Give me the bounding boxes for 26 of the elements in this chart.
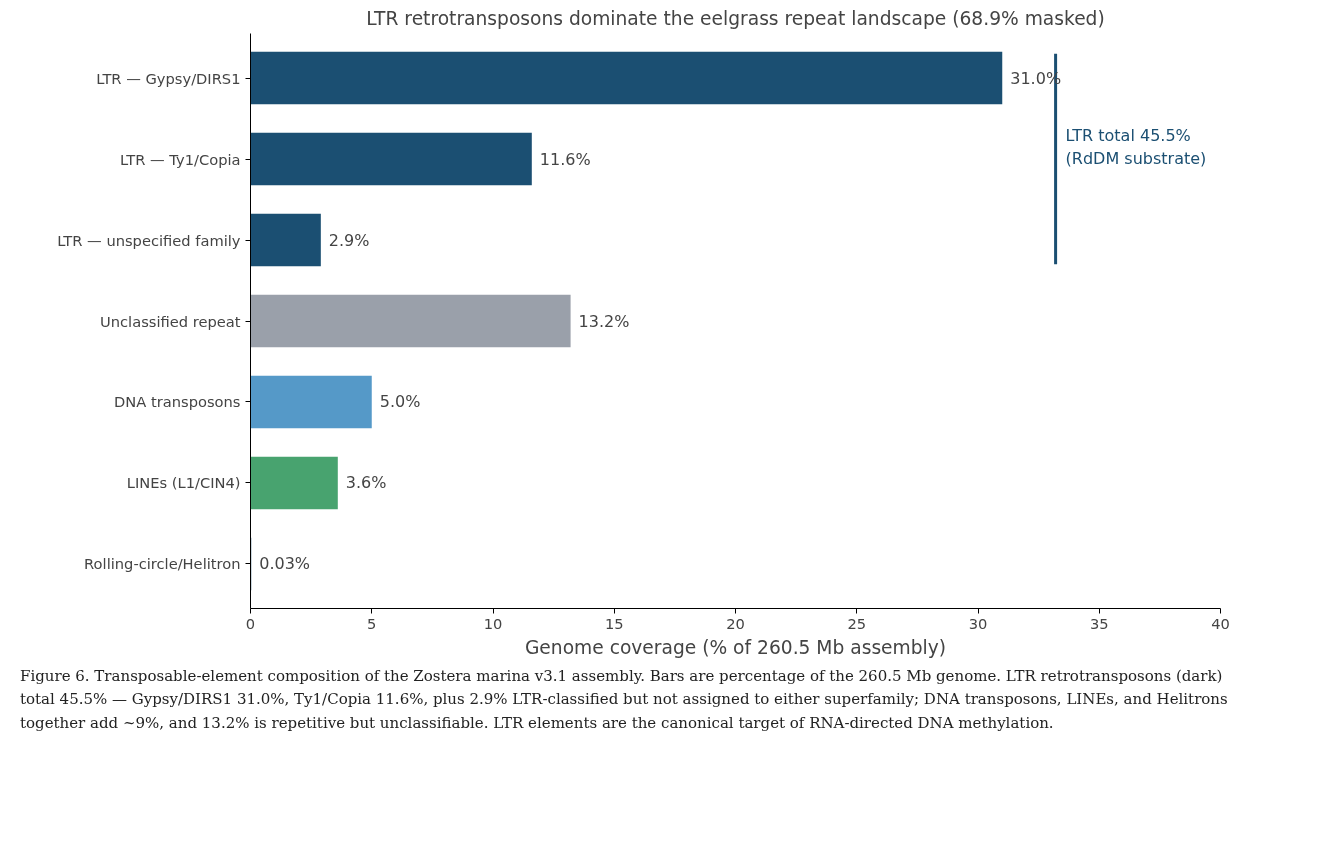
x-tick-label: 35	[1089, 614, 1109, 632]
y-tick-label: DNA transposons	[114, 393, 241, 411]
y-tick-label: LTR — Ty1/Copia	[120, 150, 241, 168]
y-tick-label: Unclassified repeat	[100, 312, 241, 330]
annotation: LTR total 45.5% (RdDM substrate)	[1065, 125, 1207, 168]
x-tick-label: 15	[604, 614, 624, 632]
caption: Figure 6. Transposable-element composition of the Zostera marina v3.1 assembly. Bars are percentage of the 260.5 Mb genome. LTR retrotransposons (dark) total 45.5% — Gypsy/DIRS1 31.0%, Ty1/Copia 11.6%, plus 2.9% LTR-classified but not assigned to either superfamily; DNA transposons, LINEs, and Helitrons together add ~9%, and 13.2% is repetitive but unclassifiable. LTR elements are the canonical target of RNA-directed DNA methylation.	[20, 666, 1229, 734]
data-label: 5.0%	[379, 392, 421, 412]
x-tick-label: 25	[847, 614, 867, 632]
data-label: 13.2%	[578, 311, 630, 331]
data-label: 0.03%	[259, 554, 311, 574]
x-axis-title: Genome coverage (% of 260.5 Mb assembly)	[524, 636, 947, 658]
x-tick-label: 0	[245, 614, 256, 632]
x-tick-label: 30	[968, 614, 988, 632]
data-label: 11.6%	[539, 149, 591, 169]
x-tick-label: 10	[483, 614, 503, 632]
x-tick-label: 20	[726, 614, 745, 632]
y-tick-label: Rolling-circle/Helitron	[84, 555, 241, 573]
y-tick-label: LTR — Gypsy/DIRS1	[96, 69, 241, 87]
x-tick-label: 5	[367, 614, 377, 632]
data-label: 2.9%	[328, 230, 370, 250]
data-label: 3.6%	[345, 473, 387, 493]
x-tick-label: 40	[1211, 614, 1230, 632]
y-tick-label: LINEs (L1/CIN4)	[126, 474, 241, 492]
y-tick-label: LTR — unspecified family	[57, 231, 241, 249]
chart-title: LTR retrotransposons dominate the eelgrass repeat landscape (68.9% masked)	[366, 7, 1105, 29]
